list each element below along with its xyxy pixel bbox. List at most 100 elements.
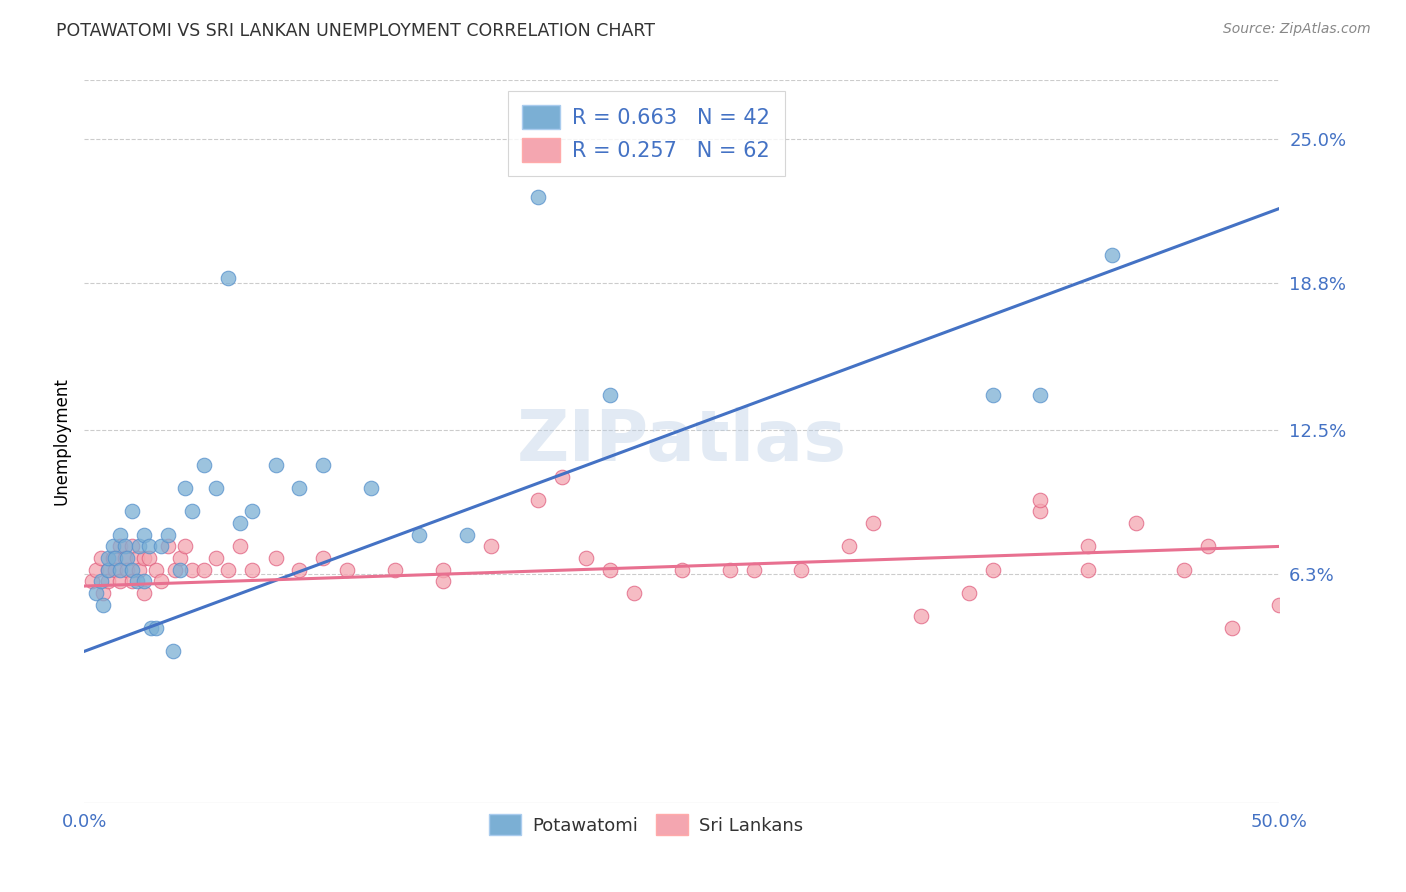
Point [138,551,160,566]
Point [957,586,980,600]
Point [117,551,139,566]
Point [288,563,311,577]
Point [110,540,132,554]
Point [104,563,127,577]
Point [97,551,120,566]
Point [162,644,184,658]
Point [623,586,645,600]
Point [240,504,263,518]
Point [86,563,108,577]
Point [90,551,112,566]
Point [97,574,120,589]
Legend: Potawatomi, Sri Lankans: Potawatomi, Sri Lankans [479,805,813,845]
Point [86,586,108,600]
Point [149,574,172,589]
Point [1029,492,1052,507]
Point [1173,563,1195,577]
Point [1077,540,1099,554]
Text: POTAWATOMI VS SRI LANKAN UNEMPLOYMENT CORRELATION CHART: POTAWATOMI VS SRI LANKAN UNEMPLOYMENT CO… [56,22,655,40]
Point [479,540,502,554]
Point [132,528,156,542]
Point [157,540,180,554]
Point [132,574,156,589]
Point [456,528,478,542]
Point [128,563,150,577]
Point [264,458,287,472]
Point [205,481,228,495]
Point [1197,540,1219,554]
Point [527,492,550,507]
Point [132,551,156,566]
Point [1101,248,1123,262]
Point [432,574,454,589]
Point [575,551,598,566]
Point [527,190,550,204]
Point [80,574,103,589]
Point [384,563,406,577]
Point [117,563,139,577]
Point [838,540,860,554]
Point [125,574,148,589]
Point [193,458,215,472]
Point [141,621,163,635]
Point [205,551,228,566]
Point [104,551,127,566]
Point [93,598,115,612]
Point [981,388,1004,402]
Point [288,481,311,495]
Point [229,516,252,530]
Point [169,563,191,577]
Point [97,563,120,577]
Point [1077,563,1099,577]
Point [408,528,430,542]
Point [125,551,148,566]
Point [1268,598,1291,612]
Point [910,609,932,624]
Point [101,551,124,566]
Point [121,563,143,577]
Point [862,516,884,530]
Point [193,563,215,577]
Point [157,528,180,542]
Point [336,563,359,577]
Point [599,388,621,402]
Point [671,563,693,577]
Point [173,481,195,495]
Point [149,540,172,554]
Point [110,574,132,589]
Point [138,540,160,554]
Point [264,551,287,566]
Point [128,540,150,554]
Point [1220,621,1243,635]
Point [217,563,239,577]
Point [742,563,765,577]
Point [121,504,143,518]
Point [110,528,132,542]
Point [173,540,195,554]
Point [1029,504,1052,518]
Point [121,574,143,589]
Text: Source: ZipAtlas.com: Source: ZipAtlas.com [1223,22,1371,37]
Point [790,563,813,577]
Point [145,563,167,577]
Point [121,540,143,554]
Point [132,586,156,600]
Y-axis label: Unemployment: Unemployment [52,377,70,506]
Point [217,271,239,285]
Point [240,563,263,577]
Point [1029,388,1052,402]
Point [229,540,252,554]
Point [110,563,132,577]
Point [432,563,454,577]
Point [101,540,124,554]
Point [114,540,136,554]
Point [1125,516,1147,530]
Point [981,563,1004,577]
Point [551,469,574,483]
Point [718,563,741,577]
Point [93,586,115,600]
Point [312,551,335,566]
Point [169,551,191,566]
Point [165,563,187,577]
Point [97,563,120,577]
